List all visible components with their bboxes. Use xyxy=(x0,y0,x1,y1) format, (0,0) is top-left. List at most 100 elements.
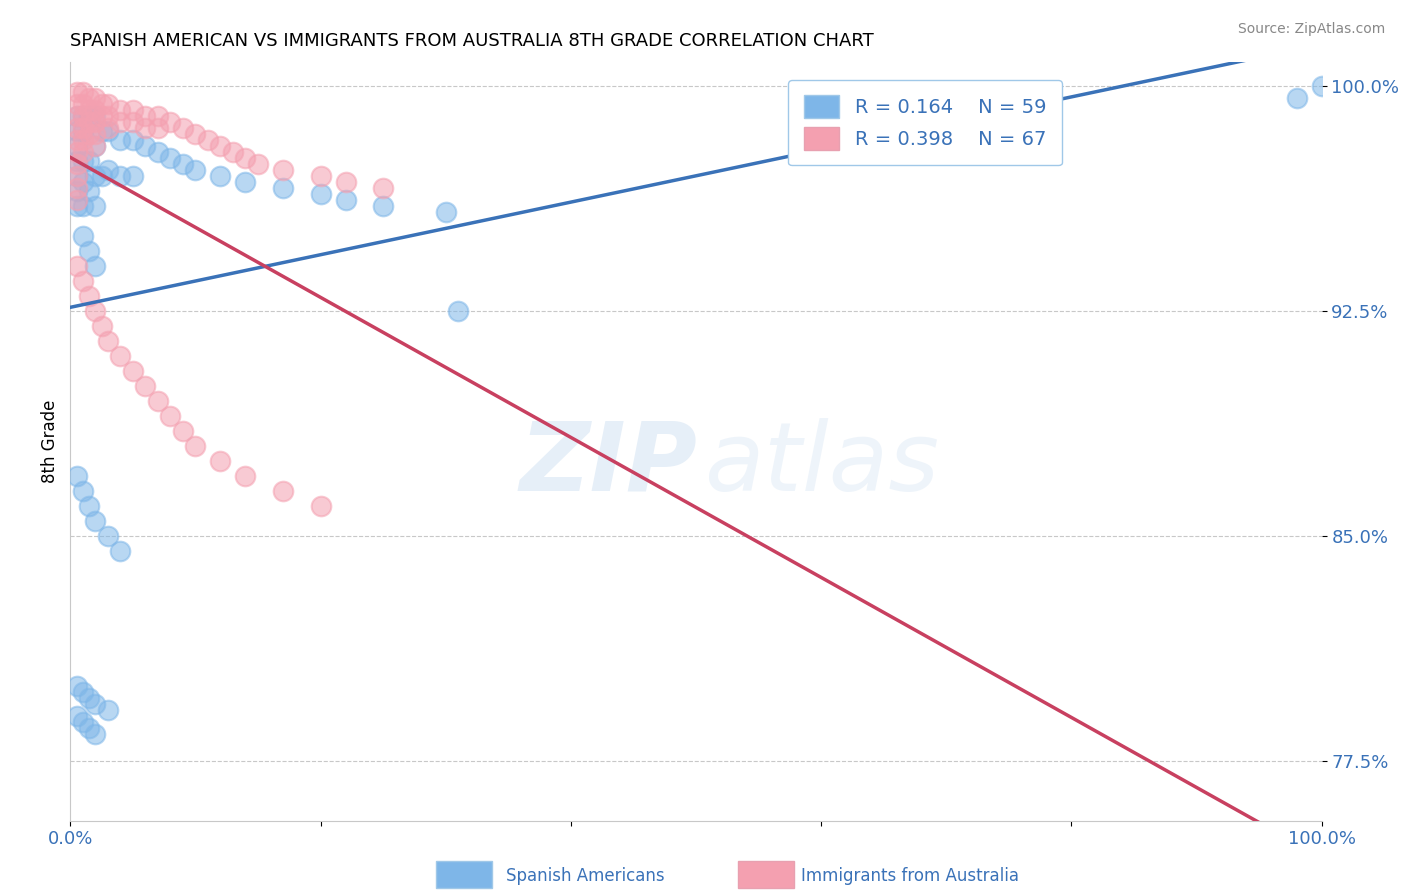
Point xyxy=(65,109,87,123)
Point xyxy=(97,121,120,136)
Point xyxy=(335,175,357,189)
Point xyxy=(110,169,132,184)
Point xyxy=(84,169,107,184)
Point xyxy=(1310,79,1333,94)
Point xyxy=(84,109,107,123)
Point xyxy=(184,128,207,142)
Point xyxy=(309,499,332,513)
Point xyxy=(90,109,112,123)
Point xyxy=(97,124,120,138)
Y-axis label: 8th Grade: 8th Grade xyxy=(41,400,59,483)
Point xyxy=(72,274,94,288)
Legend: R = 0.164    N = 59, R = 0.398    N = 67: R = 0.164 N = 59, R = 0.398 N = 67 xyxy=(789,79,1062,166)
Point xyxy=(371,199,394,213)
Point xyxy=(447,304,470,318)
Point xyxy=(271,163,294,178)
Point xyxy=(77,115,100,129)
Point xyxy=(90,319,112,334)
Point xyxy=(90,97,112,112)
Point xyxy=(72,109,94,123)
Point xyxy=(159,115,181,129)
Point xyxy=(65,154,87,169)
Point xyxy=(159,409,181,423)
Point xyxy=(121,115,145,129)
Point xyxy=(235,175,257,189)
Point xyxy=(72,97,94,112)
Point xyxy=(121,133,145,147)
Point xyxy=(77,289,100,303)
Point xyxy=(90,124,112,138)
Point xyxy=(65,169,87,184)
Point xyxy=(1285,91,1308,105)
Point xyxy=(121,169,145,184)
Point xyxy=(184,163,207,178)
Point xyxy=(97,97,120,112)
Point xyxy=(146,145,169,160)
Point xyxy=(110,544,132,558)
Point xyxy=(84,128,107,142)
Point xyxy=(97,529,120,543)
Point xyxy=(72,86,94,100)
Point xyxy=(110,349,132,363)
Point xyxy=(197,133,219,147)
Point xyxy=(172,424,194,438)
Point xyxy=(65,121,87,136)
Point xyxy=(77,721,100,735)
Point xyxy=(110,115,132,129)
Point xyxy=(222,145,245,160)
Point xyxy=(65,469,87,483)
Point xyxy=(72,145,94,160)
Point xyxy=(72,685,94,699)
Point xyxy=(65,97,87,112)
Point xyxy=(235,152,257,166)
Point xyxy=(77,184,100,198)
Point xyxy=(434,205,457,219)
Point xyxy=(172,157,194,171)
Point xyxy=(77,690,100,705)
Point xyxy=(84,115,107,129)
Point xyxy=(209,139,232,153)
Point xyxy=(84,103,107,118)
Point xyxy=(65,109,87,123)
Point xyxy=(65,169,87,184)
Point xyxy=(84,514,107,528)
Point xyxy=(84,259,107,273)
Point xyxy=(121,364,145,378)
Point xyxy=(77,128,100,142)
Point xyxy=(65,145,87,160)
Point xyxy=(209,169,232,184)
Point xyxy=(84,91,107,105)
Point xyxy=(65,157,87,171)
Point xyxy=(72,133,94,147)
Text: ZIP: ZIP xyxy=(519,417,697,511)
Text: Source: ZipAtlas.com: Source: ZipAtlas.com xyxy=(1237,22,1385,37)
Point xyxy=(77,499,100,513)
Point xyxy=(65,679,87,693)
Point xyxy=(172,121,194,136)
Point xyxy=(65,86,87,100)
Point xyxy=(65,199,87,213)
Point xyxy=(84,139,107,153)
Point xyxy=(77,154,100,169)
Point xyxy=(159,152,181,166)
Point xyxy=(335,194,357,208)
Point xyxy=(65,133,87,147)
Point xyxy=(90,169,112,184)
Point xyxy=(97,334,120,348)
Point xyxy=(134,121,156,136)
Point xyxy=(72,229,94,244)
Text: atlas: atlas xyxy=(703,417,939,511)
Point xyxy=(121,103,145,118)
Point xyxy=(84,304,107,318)
Point xyxy=(97,109,120,123)
Point xyxy=(72,109,94,123)
Point xyxy=(72,714,94,729)
Point xyxy=(134,109,156,123)
Point xyxy=(72,199,94,213)
Point xyxy=(84,199,107,213)
Point xyxy=(77,91,100,105)
Point xyxy=(65,194,87,208)
Point xyxy=(110,133,132,147)
Text: Spanish Americans: Spanish Americans xyxy=(506,867,665,885)
Text: Immigrants from Australia: Immigrants from Australia xyxy=(801,867,1019,885)
